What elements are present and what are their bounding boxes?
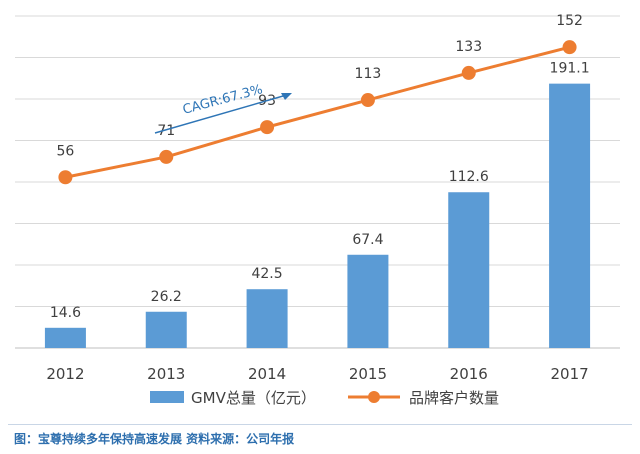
legend-line-marker <box>368 391 380 403</box>
bar <box>44 327 86 348</box>
series-line <box>65 45 570 179</box>
line-value-labels: 567193113133152 <box>57 13 583 159</box>
legend-line-label: 品牌客户数量 <box>409 389 499 407</box>
figure-caption: 图：宝尊持续多年保持高速发展 资料来源：公司年报 <box>14 432 295 446</box>
bar-value-label: 14.6 <box>50 305 81 321</box>
bar <box>246 289 288 348</box>
cagr-arrow <box>154 93 291 134</box>
bar <box>448 192 490 348</box>
legend: GMV总量（亿元） 品牌客户数量 <box>150 389 499 407</box>
line-series <box>58 40 577 185</box>
bar-value-labels: 14.6 26.2 42.5 67.4 112.6 191.1 <box>50 61 590 321</box>
line-value-label: 133 <box>455 39 482 55</box>
x-tick-label: 2016 <box>450 365 488 383</box>
bar-value-label: 67.4 <box>352 232 383 248</box>
bar <box>549 83 591 349</box>
cagr-label: CAGR:67.3% <box>181 82 264 118</box>
line-point <box>260 120 275 135</box>
x-tick-label: 2014 <box>248 365 286 383</box>
line-point <box>159 149 174 164</box>
bar-value-label: 191.1 <box>550 61 590 77</box>
line-point <box>562 40 577 55</box>
x-axis-tick-labels: 2012 2013 2014 2015 2016 2017 <box>46 365 588 383</box>
line-value-label: 113 <box>355 66 382 82</box>
line-value-label: 152 <box>556 13 583 29</box>
x-tick-label: 2017 <box>550 365 588 383</box>
line-point <box>58 170 73 185</box>
x-tick-label: 2012 <box>46 365 84 383</box>
bar <box>347 254 389 348</box>
bar-value-label: 26.2 <box>151 289 182 305</box>
line-point <box>360 93 375 108</box>
bar <box>145 311 187 348</box>
gridlines <box>15 15 620 349</box>
bar-value-label: 42.5 <box>251 266 282 282</box>
legend-bar-swatch <box>150 391 184 403</box>
line-value-label: 71 <box>157 123 175 139</box>
caption-divider <box>8 424 632 425</box>
line-value-label: 56 <box>57 143 75 159</box>
x-tick-label: 2015 <box>349 365 387 383</box>
line-point <box>461 65 476 80</box>
x-tick-label: 2013 <box>147 365 185 383</box>
bar-series <box>44 83 591 349</box>
cagr-arrow-head <box>281 93 292 100</box>
legend-bar-label: GMV总量（亿元） <box>191 389 316 407</box>
bar-value-label: 112.6 <box>449 169 489 185</box>
